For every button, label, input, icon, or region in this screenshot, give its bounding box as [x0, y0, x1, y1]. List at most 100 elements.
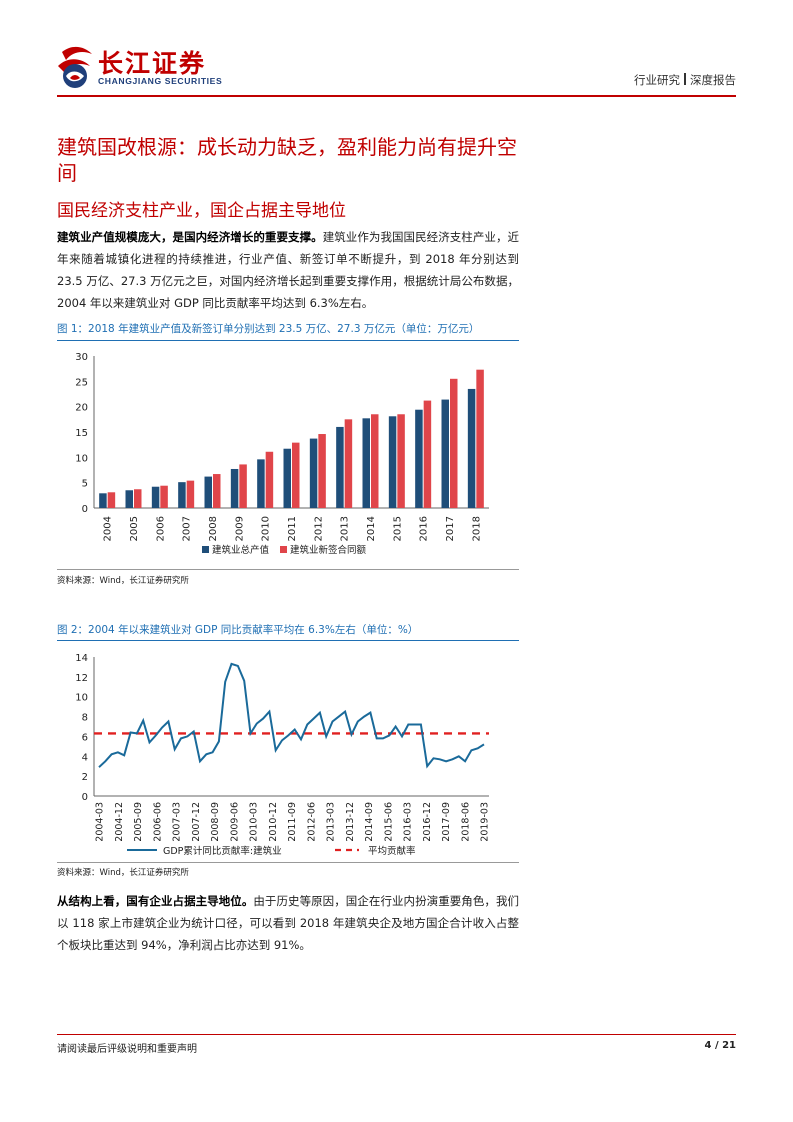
bar-output-2007	[178, 482, 186, 508]
legend-label: GDP累计同比贡献率:建筑业	[163, 845, 282, 857]
bar-contract-2010	[265, 451, 274, 508]
bar-output-2011	[283, 448, 291, 508]
x-tick-label: 2011	[287, 516, 298, 541]
x-tick-label: 2010-03	[249, 802, 260, 842]
x-tick-label: 2008-09	[210, 802, 221, 842]
paragraph-2-body: 由于历史等原因，国企在行业内扮演重要角色，我们以 118 家上市建筑企业为统计口…	[57, 894, 520, 952]
bar-output-2006	[151, 486, 160, 508]
bar-contract-2011	[292, 442, 300, 508]
figure-2-source-rule	[57, 862, 519, 863]
bar-contract-2013	[344, 419, 353, 508]
bar-output-2008	[204, 476, 212, 508]
report-type-label: 深度报告	[690, 73, 736, 87]
bar-output-2012	[309, 438, 318, 508]
y-tick-label: 30	[75, 352, 88, 363]
bar-output-2010	[257, 459, 265, 508]
y-tick-label: 4	[82, 752, 88, 763]
x-tick-label: 2007	[182, 516, 193, 541]
x-tick-label: 2009-06	[229, 802, 240, 842]
logo-emblem-icon	[58, 46, 92, 88]
y-tick-label: 5	[82, 479, 88, 490]
x-tick-label: 2014	[366, 516, 377, 541]
x-tick-label: 2017	[445, 516, 456, 541]
legend-label: 建筑业总产值	[212, 544, 270, 556]
paragraph-1: 建筑业产值规模庞大，是国内经济增长的重要支撑。建筑业作为我国国民经济支柱产业，近…	[57, 226, 519, 314]
divider	[684, 73, 686, 85]
y-tick-label: 14	[75, 653, 88, 664]
x-tick-label: 2014-09	[364, 802, 375, 842]
y-tick-label: 6	[82, 732, 88, 743]
bar-contract-2007	[186, 480, 195, 508]
bar-output-2005	[125, 490, 133, 508]
x-tick-label: 2015-06	[383, 802, 394, 842]
x-tick-label: 2018-06	[460, 802, 471, 842]
bar-output-2009	[230, 468, 239, 508]
x-tick-label: 2010-12	[268, 802, 279, 842]
x-tick-label: 2008	[208, 516, 219, 541]
section-label: 行业研究	[634, 73, 680, 87]
bar-contract-2014	[371, 414, 379, 508]
figure-1-source-rule	[57, 569, 519, 570]
x-tick-label: 2011-09	[287, 802, 298, 842]
legend-swatch	[202, 546, 209, 553]
paragraph-2: 从结构上看，国有企业占据主导地位。由于历史等原因，国企在行业内扮演重要角色，我们…	[57, 890, 519, 956]
x-tick-label: 2012-06	[306, 802, 317, 842]
y-tick-label: 0	[82, 504, 88, 515]
x-tick-label: 2009	[234, 516, 245, 541]
header-divider	[57, 95, 736, 97]
y-tick-label: 25	[75, 377, 88, 388]
x-tick-label: 2006-06	[152, 802, 163, 842]
bar-contract-2016	[423, 400, 432, 508]
bar-contract-2006	[160, 485, 168, 508]
bar-contract-2005	[134, 489, 142, 508]
legend-label: 平均贡献率	[368, 845, 416, 857]
bar-output-2013	[336, 426, 344, 508]
x-tick-label: 2013-12	[345, 802, 356, 842]
x-tick-label: 2010	[261, 516, 272, 541]
x-tick-label: 2007-03	[172, 802, 183, 842]
bar-contract-2009	[239, 464, 247, 508]
bar-contract-2015	[397, 414, 405, 508]
bar-output-2014	[362, 418, 370, 508]
report-category: 行业研究 深度报告	[634, 72, 736, 88]
figure-1-title: 图 1：2018 年建筑业产值及新签订单分别达到 23.5 万亿、27.3 万亿…	[57, 323, 480, 335]
paragraph-1-body: 建筑业作为我国国民经济支柱产业，近年来随着城镇化进程的持续推进，行业产值、新签订…	[57, 230, 520, 310]
x-tick-label: 2004	[103, 516, 114, 541]
footer-divider	[57, 1034, 736, 1035]
section-title: 建筑国改根源：成长动力缺乏，盈利能力尚有提升空间	[57, 135, 517, 185]
y-tick-label: 8	[82, 713, 88, 724]
bar-output-2015	[388, 416, 397, 508]
y-tick-label: 10	[75, 453, 88, 464]
legend-label: 建筑业新签合同额	[290, 544, 367, 556]
line-chart-svg: 0 2 4 6 8 10 12 14 2004-03 2004-12 2005-09 2006-06 2…	[75, 653, 490, 857]
x-tick-label: 2004-12	[114, 802, 125, 842]
figure-1-rule	[57, 340, 519, 341]
bar-contract-2008	[213, 474, 221, 508]
bar-chart: 0 5 10 15 20 25 30 2004 2005 2006 2007 2008 2009 2010…	[57, 342, 519, 568]
x-tick-label: 2016-12	[422, 802, 433, 842]
x-tick-label: 2017-09	[441, 802, 452, 842]
paragraph-2-lead: 从结构上看，国有企业占据主导地位。	[57, 894, 254, 908]
bar-output-2018	[467, 388, 476, 508]
y-tick-label: 10	[75, 693, 88, 704]
company-logo: 长江证券 CHANGJIANG SECURITIES	[54, 42, 244, 92]
bar-contract-2018	[476, 369, 484, 508]
bar-output-2017	[441, 399, 449, 508]
figure-2-source: 资料来源：Wind，长江证券研究所	[57, 868, 189, 878]
x-tick-label: 2013-03	[326, 802, 337, 842]
figure-2-title: 图 2：2004 年以来建筑业对 GDP 同比贡献率平均在 6.3%左右（单位：…	[57, 624, 419, 636]
bar-contract-2004	[107, 492, 116, 508]
y-tick-label: 2	[82, 772, 88, 783]
contribution-line	[98, 662, 485, 769]
line-chart: 0 2 4 6 8 10 12 14 2004-03 2004-12 2005-09 2006-06 2…	[57, 642, 519, 862]
paragraph-1-lead: 建筑业产值规模庞大，是国内经济增长的重要支撑。	[57, 230, 323, 244]
x-tick-label: 2005-09	[133, 802, 144, 842]
x-tick-label: 2006	[155, 516, 166, 541]
x-tick-label: 2007-12	[191, 802, 202, 842]
page-number: 4 / 21	[704, 1040, 737, 1051]
x-tick-label: 2016	[419, 516, 430, 541]
x-tick-label: 2005	[129, 516, 140, 541]
y-tick-label: 15	[75, 428, 88, 439]
x-tick-label: 2015	[392, 516, 403, 541]
bar-output-2004	[99, 493, 107, 508]
